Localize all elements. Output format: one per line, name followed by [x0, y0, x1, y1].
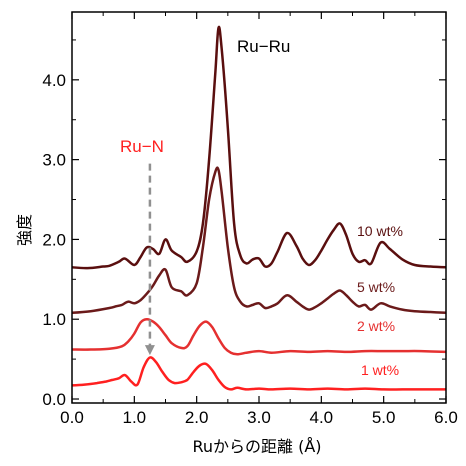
x-tick-label: 0.0 [60, 408, 84, 427]
plot-frame [71, 11, 447, 404]
series-line-1 [71, 25, 447, 270]
x-tick-label: 1.0 [123, 408, 147, 427]
annotation-ru-ru: Ru−Ru [237, 37, 290, 56]
y-axis-title: 強度 [15, 214, 34, 246]
series-lines [71, 25, 447, 391]
x-tick-label: 6.0 [434, 408, 458, 427]
y-tick-label: 3.0 [42, 151, 66, 170]
series-label-5wt: 5 wt% [357, 279, 395, 295]
series-line-2 [71, 166, 447, 315]
series-label-1wt: 1 wt% [361, 362, 399, 378]
series-line-3 [71, 317, 447, 356]
x-tick-label: 2.0 [185, 408, 209, 427]
series-label-2wt: 2 wt% [357, 318, 395, 334]
y-tick-label: 0.0 [42, 390, 66, 409]
series-label-10wt: 10 wt% [357, 223, 403, 239]
axis-ticks: 0.0 1.0 2.0 3.0 4.0 5.0 6.0 0.0 1.0 2.0 3.0 4.0 [42, 12, 458, 427]
x-tick-label: 5.0 [372, 408, 396, 427]
ru-n-arrowhead [144, 345, 155, 356]
annotation-ru-n: Ru−N [120, 137, 164, 156]
x-axis-title: Ruからの距離 (Å) [192, 437, 321, 456]
y-tick-label: 2.0 [42, 230, 66, 249]
series-line-4 [71, 356, 446, 391]
x-tick-label: 3.0 [247, 408, 271, 427]
y-tick-label: 1.0 [42, 310, 66, 329]
x-tick-label: 4.0 [310, 408, 334, 427]
y-tick-label: 4.0 [42, 71, 66, 90]
